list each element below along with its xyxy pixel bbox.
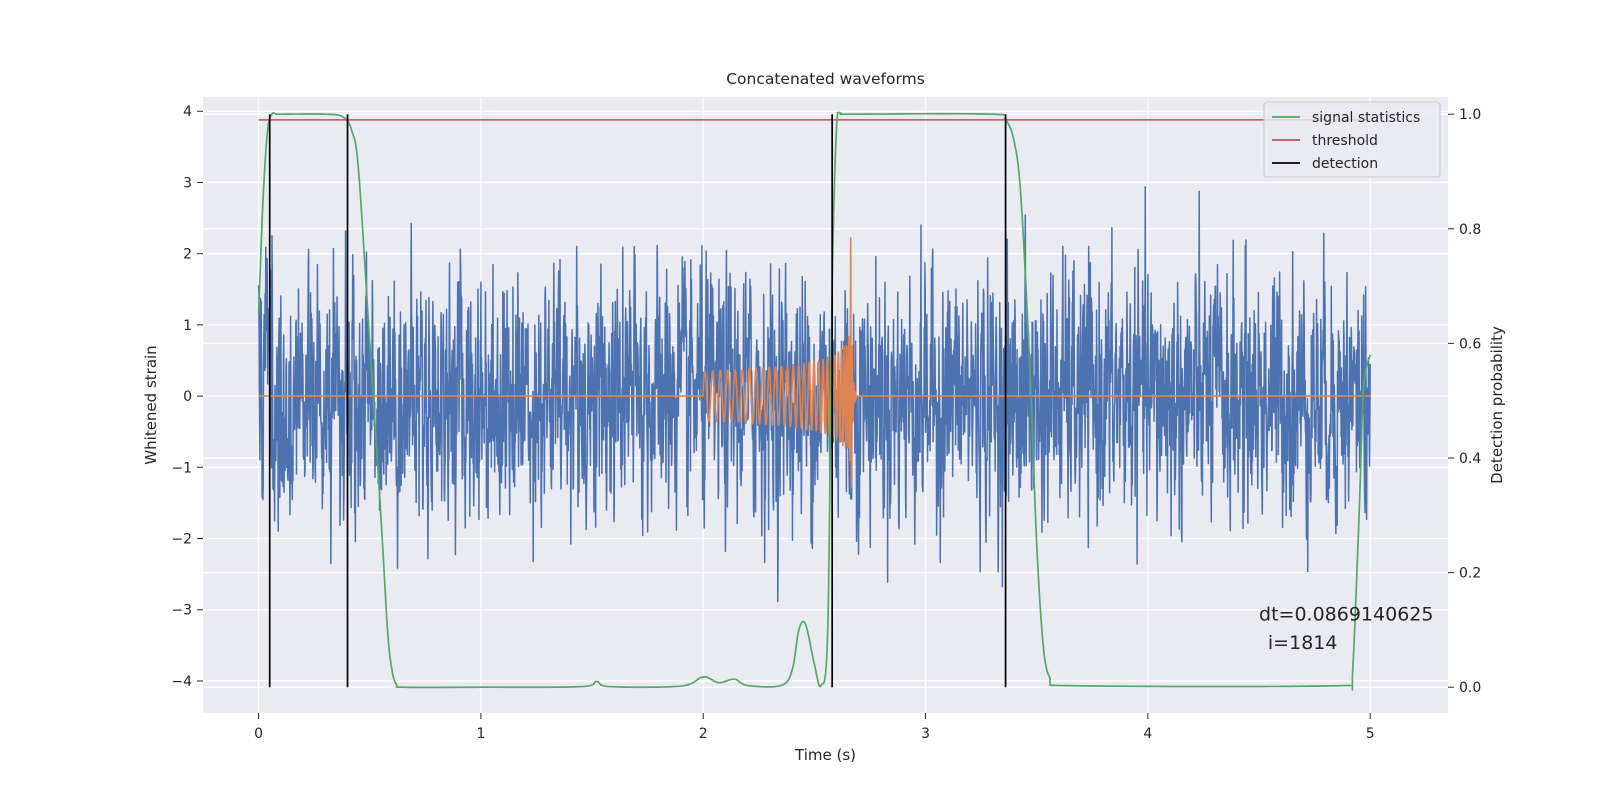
series-line-signal-statistics [257,111,1372,691]
y-right-tick-label: 0.0 [1459,680,1481,696]
y-tick-label: −3 [171,603,192,619]
y-right-tick-label: 0.8 [1459,222,1481,238]
y-tick-label: −1 [171,460,192,476]
legend-label: detection [1312,156,1378,172]
y-tick-label: 0 [183,389,192,405]
y-right-tick-label: 0.6 [1459,336,1481,352]
y-right-tick-label: 1.0 [1459,107,1481,123]
legend-label: signal statistics [1312,110,1420,126]
series-layer [257,111,1372,691]
x-tick-label: 5 [1366,726,1375,742]
series-line-strain [257,186,1371,603]
y-tick-label: 3 [183,175,192,191]
x-tick-label: 1 [476,726,485,742]
legend: signal statistics threshold detection [1263,101,1441,178]
y-tick-label: −4 [171,674,192,690]
annotation-text: i=1814 [1268,632,1338,654]
y-right-tick-label: 0.4 [1459,451,1481,467]
y-tick-label: 1 [183,318,192,334]
ticks: 0 1 2 3 4 5 −4 −3 −2 −1 0 1 2 3 4 0.0 0.2 0.4 0.6 0.8 1.0 [171,104,1481,742]
y-tick-label: 4 [183,104,192,120]
x-tick-label: 0 [254,726,263,742]
x-axis-label: Time (s) [794,746,856,764]
annotations: dt=0.0869140625 i=1814 [1259,603,1433,653]
y-tick-label: 2 [183,247,192,263]
x-tick-label: 4 [1143,726,1152,742]
legend-label: threshold [1312,133,1378,149]
annotation-text: dt=0.0869140625 [1259,603,1433,625]
x-tick-label: 2 [699,726,708,742]
y-axis-label: Whitened strain [142,345,160,464]
legend-box [1263,101,1441,178]
series-line-waveform [258,237,1371,488]
chart-title: Concatenated waveforms [726,70,925,88]
y-axis-right-label: Detection probability [1488,326,1506,484]
y-right-tick-label: 0.2 [1459,566,1481,582]
y-tick-label: −2 [171,532,192,548]
x-tick-label: 3 [921,726,930,742]
